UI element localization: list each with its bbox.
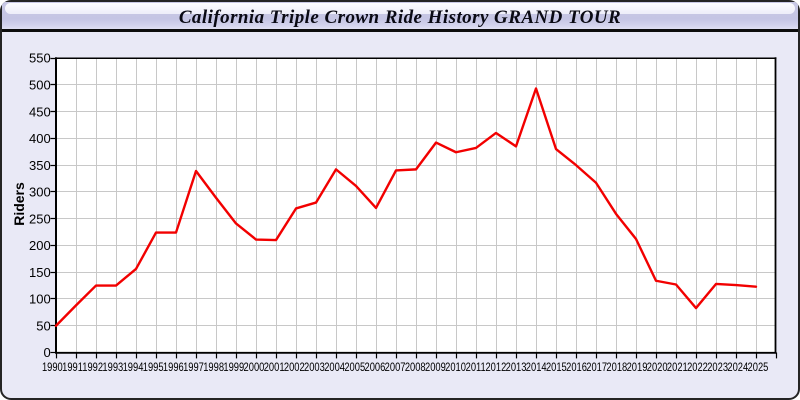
svg-text:550: 550 <box>29 51 51 66</box>
svg-text:0: 0 <box>43 345 50 360</box>
svg-text:2022: 2022 <box>687 361 708 374</box>
svg-text:150: 150 <box>29 265 51 280</box>
svg-text:2000: 2000 <box>244 361 265 374</box>
svg-text:2017: 2017 <box>586 361 607 374</box>
svg-text:2018: 2018 <box>606 361 627 374</box>
svg-text:2011: 2011 <box>466 361 486 374</box>
svg-text:1996: 1996 <box>163 361 184 374</box>
svg-text:2019: 2019 <box>627 361 648 374</box>
svg-text:50: 50 <box>36 318 50 333</box>
svg-text:300: 300 <box>29 185 51 200</box>
svg-text:1997: 1997 <box>183 361 204 374</box>
svg-text:500: 500 <box>29 77 51 92</box>
svg-text:2012: 2012 <box>485 361 506 374</box>
svg-text:2007: 2007 <box>385 361 406 374</box>
svg-text:2001: 2001 <box>264 361 285 374</box>
svg-text:2003: 2003 <box>304 361 325 374</box>
svg-text:450: 450 <box>29 104 51 119</box>
svg-text:2021: 2021 <box>667 361 688 374</box>
svg-text:2024: 2024 <box>727 361 748 374</box>
svg-text:2014: 2014 <box>526 361 547 374</box>
svg-text:2002: 2002 <box>284 361 305 374</box>
svg-text:350: 350 <box>29 158 51 173</box>
svg-text:2005: 2005 <box>344 361 365 374</box>
svg-text:1998: 1998 <box>203 361 224 374</box>
svg-text:1990: 1990 <box>42 361 63 374</box>
svg-text:2006: 2006 <box>365 361 386 374</box>
svg-text:1993: 1993 <box>102 361 123 374</box>
svg-text:1992: 1992 <box>82 361 103 374</box>
svg-text:100: 100 <box>29 292 51 307</box>
svg-text:1991: 1991 <box>62 361 83 374</box>
svg-text:2009: 2009 <box>425 361 446 374</box>
svg-text:2013: 2013 <box>506 361 527 374</box>
svg-text:1994: 1994 <box>123 361 144 374</box>
svg-text:2016: 2016 <box>566 361 587 374</box>
svg-text:1995: 1995 <box>143 361 164 374</box>
svg-text:2004: 2004 <box>324 361 345 374</box>
svg-text:400: 400 <box>29 131 51 146</box>
svg-text:2015: 2015 <box>546 361 567 374</box>
svg-text:200: 200 <box>29 238 51 253</box>
svg-text:250: 250 <box>29 211 51 226</box>
svg-text:2025: 2025 <box>748 361 769 374</box>
svg-text:2008: 2008 <box>405 361 426 374</box>
svg-text:2023: 2023 <box>707 361 728 374</box>
svg-text:2010: 2010 <box>445 361 466 374</box>
svg-text:1999: 1999 <box>223 361 244 374</box>
svg-text:2020: 2020 <box>647 361 668 374</box>
